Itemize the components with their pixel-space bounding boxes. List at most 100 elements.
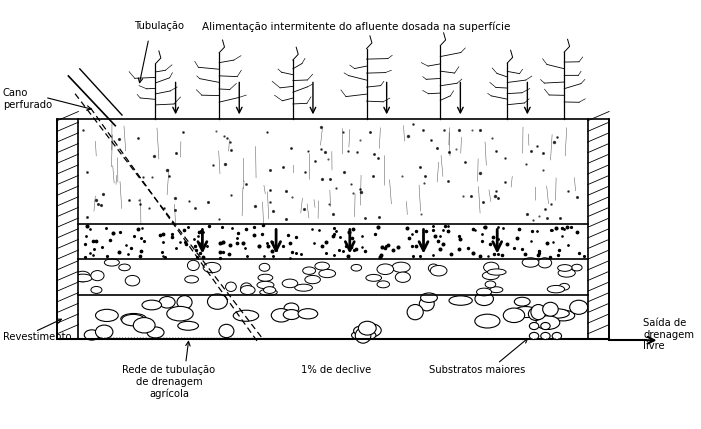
Ellipse shape [159, 296, 175, 308]
Ellipse shape [407, 305, 423, 320]
Ellipse shape [377, 264, 394, 275]
Ellipse shape [84, 330, 100, 340]
Ellipse shape [185, 276, 198, 283]
Ellipse shape [543, 302, 558, 316]
Ellipse shape [475, 292, 494, 305]
Ellipse shape [547, 285, 564, 293]
Ellipse shape [557, 265, 572, 272]
Ellipse shape [358, 321, 376, 335]
Ellipse shape [118, 264, 130, 271]
Ellipse shape [240, 286, 255, 295]
Bar [587, 118, 609, 339]
Ellipse shape [430, 266, 447, 276]
Ellipse shape [305, 275, 320, 284]
Ellipse shape [91, 271, 104, 281]
Bar [79, 259, 587, 295]
Ellipse shape [177, 296, 192, 309]
Text: Alimentação intermitente do afluente dosada na superfície: Alimentação intermitente do afluente dos… [203, 21, 511, 32]
Ellipse shape [121, 314, 147, 324]
Ellipse shape [259, 263, 270, 271]
Ellipse shape [226, 282, 236, 291]
Ellipse shape [271, 308, 291, 322]
Ellipse shape [203, 263, 221, 273]
Ellipse shape [529, 308, 543, 320]
Ellipse shape [257, 281, 274, 289]
Ellipse shape [303, 267, 315, 275]
Ellipse shape [315, 262, 329, 270]
Bar [79, 118, 587, 224]
Ellipse shape [74, 274, 93, 282]
Ellipse shape [490, 287, 503, 293]
Ellipse shape [178, 321, 198, 330]
Ellipse shape [284, 303, 299, 314]
Ellipse shape [477, 288, 491, 296]
Text: Substratos maiores: Substratos maiores [429, 365, 525, 375]
Ellipse shape [355, 328, 371, 343]
Ellipse shape [529, 323, 539, 329]
Ellipse shape [122, 314, 145, 326]
Ellipse shape [540, 332, 550, 339]
Ellipse shape [522, 258, 539, 267]
Ellipse shape [319, 269, 336, 278]
Ellipse shape [392, 262, 410, 272]
Ellipse shape [395, 272, 410, 282]
Ellipse shape [351, 264, 362, 271]
Ellipse shape [544, 309, 569, 318]
Ellipse shape [91, 287, 102, 293]
Text: 1% de declive: 1% de declive [301, 365, 372, 375]
Ellipse shape [283, 310, 300, 320]
Ellipse shape [283, 279, 298, 288]
Ellipse shape [558, 269, 576, 277]
Ellipse shape [298, 309, 318, 319]
Ellipse shape [259, 289, 278, 296]
Ellipse shape [449, 296, 472, 305]
Ellipse shape [240, 283, 252, 293]
Ellipse shape [552, 332, 562, 339]
Ellipse shape [540, 323, 550, 329]
Ellipse shape [538, 258, 552, 268]
Ellipse shape [142, 300, 161, 310]
Ellipse shape [258, 274, 273, 281]
Ellipse shape [552, 310, 575, 321]
Ellipse shape [351, 330, 376, 340]
Ellipse shape [536, 316, 560, 329]
Ellipse shape [133, 317, 155, 333]
Ellipse shape [487, 269, 506, 275]
Ellipse shape [485, 281, 496, 288]
Ellipse shape [428, 264, 439, 272]
Ellipse shape [95, 325, 113, 338]
Ellipse shape [484, 262, 499, 272]
Bar [79, 224, 587, 259]
Bar [57, 118, 79, 339]
Ellipse shape [353, 326, 369, 335]
Ellipse shape [421, 293, 437, 302]
Ellipse shape [360, 323, 381, 337]
Ellipse shape [95, 309, 118, 321]
Ellipse shape [503, 308, 524, 323]
Ellipse shape [529, 332, 539, 339]
Ellipse shape [571, 264, 582, 271]
Text: Revestimento: Revestimento [3, 332, 72, 342]
Ellipse shape [75, 271, 90, 282]
Ellipse shape [233, 310, 259, 321]
Text: Rede de tubulação
de drenagem
agrícola: Rede de tubulação de drenagem agrícola [123, 365, 215, 399]
Ellipse shape [419, 297, 434, 311]
Text: Cano
perfurado: Cano perfurado [3, 88, 52, 110]
Ellipse shape [482, 272, 499, 280]
Ellipse shape [377, 281, 390, 288]
Ellipse shape [515, 297, 530, 306]
Ellipse shape [264, 287, 275, 293]
Ellipse shape [531, 305, 546, 320]
Text: Tubulação: Tubulação [134, 21, 184, 31]
Ellipse shape [475, 314, 500, 328]
Text: Saída de
drenagem
livre: Saída de drenagem livre [644, 318, 694, 351]
Ellipse shape [570, 300, 587, 314]
Ellipse shape [514, 307, 538, 317]
Ellipse shape [125, 275, 139, 286]
Ellipse shape [104, 259, 119, 266]
Ellipse shape [294, 284, 313, 291]
Ellipse shape [366, 275, 381, 281]
Ellipse shape [187, 260, 199, 271]
Ellipse shape [559, 284, 569, 290]
Ellipse shape [207, 294, 227, 309]
